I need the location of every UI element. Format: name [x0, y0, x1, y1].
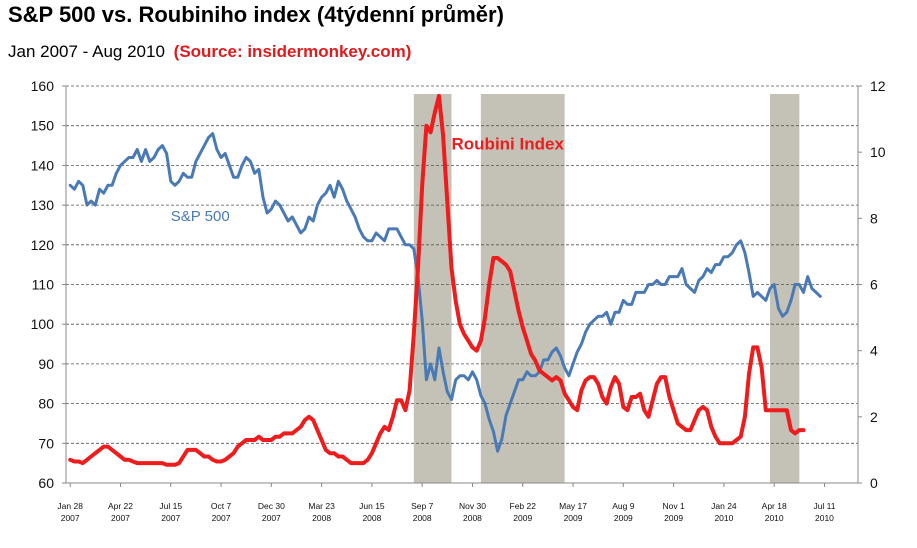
- x-tick-label: Apr 18: [762, 501, 787, 511]
- x-tick-label: Aug 9: [612, 501, 634, 511]
- chart-title: S&P 500 vs. Roubiniho index (4týdenní pr…: [8, 2, 504, 27]
- x-tick-year: 2008: [463, 513, 482, 523]
- y-right-tick-label: 4: [870, 343, 878, 359]
- x-tick-label: Apr 22: [108, 501, 133, 511]
- x-tick-label: Feb 22: [510, 501, 537, 511]
- x-tick-label: Jun 15: [359, 501, 385, 511]
- y-left-tick-label: 80: [38, 396, 54, 412]
- roubini-index-label: Roubini Index: [452, 135, 565, 154]
- y-left-tick-label: 160: [31, 78, 55, 94]
- x-tick-year: 2010: [815, 513, 834, 523]
- x-tick-year: 2008: [413, 513, 432, 523]
- x-tick-label: Sep 7: [411, 501, 433, 511]
- recession-band: [480, 94, 565, 483]
- x-tick-year: 2009: [664, 513, 683, 523]
- y-left-tick-label: 150: [31, 118, 55, 134]
- x-tick-label: Mar 23: [308, 501, 335, 511]
- x-tick-label: Jul 11: [813, 501, 835, 511]
- x-tick-year: 2008: [312, 513, 331, 523]
- x-tick-year: 2007: [212, 513, 231, 523]
- x-tick-year: 2007: [262, 513, 281, 523]
- sp500-label: S&P 500: [171, 208, 230, 225]
- y-left-tick-label: 120: [31, 237, 55, 253]
- y-right-tick-label: 0: [870, 475, 878, 491]
- y-left-tick-label: 130: [31, 197, 55, 213]
- x-tick-label: Jul 15: [159, 501, 182, 511]
- y-left-tick-label: 100: [31, 316, 55, 332]
- sp500-line: [68, 132, 822, 453]
- x-tick-label: Nov 30: [459, 501, 486, 511]
- roubini-index-line: [68, 93, 806, 467]
- x-tick-year: 2007: [111, 513, 130, 523]
- x-tick-year: 2008: [362, 513, 381, 523]
- x-tick-year: 2010: [765, 513, 784, 523]
- x-tick-year: 2007: [161, 513, 180, 523]
- source-text: (Source: insidermonkey.com): [173, 42, 412, 61]
- x-tick-year: 2009: [614, 513, 633, 523]
- x-tick-label: Oct 7: [211, 501, 232, 511]
- date-range-text: Jan 2007 - Aug 2010: [8, 42, 165, 61]
- axis-layer: 60 70 80 90 100 110 120 130 140 150 160 0 2 4 6 8 10 12 Ja…: [31, 78, 886, 523]
- y-left-tick-label: 140: [31, 157, 55, 173]
- y-left-tick-label: 60: [38, 475, 54, 491]
- series-layer: [68, 93, 822, 467]
- x-tick-year: 2009: [564, 513, 583, 523]
- y-left-tick-label: 90: [38, 356, 54, 372]
- annotation-layer: S&P 500 Roubini Index: [171, 135, 565, 225]
- x-tick-label: Jan 28: [57, 501, 83, 511]
- y-left-tick-label: 70: [38, 435, 54, 451]
- y-left-tick-label: 110: [32, 277, 55, 293]
- y-right-tick-label: 12: [870, 78, 886, 94]
- x-tick-year: 2007: [61, 513, 80, 523]
- x-tick-year: 2009: [513, 513, 532, 523]
- x-tick-year: 2010: [714, 513, 733, 523]
- x-tick-label: Dec 30: [258, 501, 285, 511]
- x-tick-label: May 17: [559, 501, 587, 511]
- x-tick-label: Nov 1: [663, 501, 685, 511]
- y-right-tick-label: 8: [870, 210, 878, 226]
- grid-layer: [66, 85, 858, 444]
- y-right-tick-label: 6: [870, 277, 878, 293]
- x-tick-label: Jan 24: [711, 501, 737, 511]
- y-right-tick-label: 2: [870, 409, 878, 425]
- chart-subtitle: Jan 2007 - Aug 2010 (Source: insidermonk…: [8, 42, 411, 62]
- y-right-tick-label: 10: [870, 144, 886, 160]
